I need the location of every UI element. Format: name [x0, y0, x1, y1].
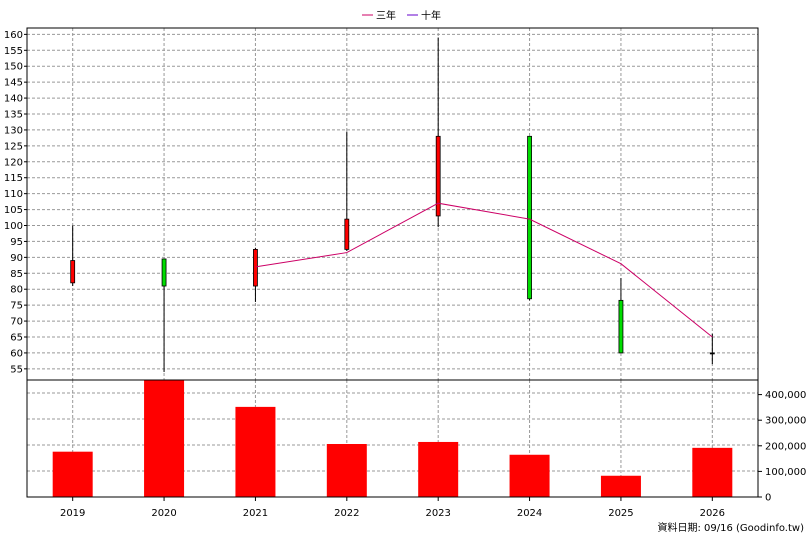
x-tick-label: 2019 — [60, 508, 85, 519]
price-tick-label: 55 — [10, 364, 23, 375]
volume-tick-label: 300,000 — [765, 416, 806, 427]
candle-body-2026 — [709, 352, 715, 355]
candle-body-2020 — [161, 258, 167, 287]
x-tick-label: 2022 — [334, 508, 359, 519]
candle-body-2023 — [435, 135, 441, 217]
candles — [70, 37, 715, 373]
volume-tick-label: 200,000 — [765, 441, 806, 452]
candle-body-2025 — [618, 299, 624, 354]
price-tick-label: 100 — [4, 221, 23, 232]
volume-tick-label: 100,000 — [765, 467, 806, 478]
x-axis: 2019 2020 2021 2022 2023 2024 2025 2026 — [60, 497, 725, 519]
x-tick-label: 2021 — [243, 508, 268, 519]
price-tick-label: 110 — [4, 189, 23, 200]
price-tick-label: 125 — [4, 141, 23, 152]
x-tick-label: 2025 — [608, 508, 633, 519]
price-tick-label: 70 — [10, 317, 23, 328]
price-tick-label: 95 — [10, 237, 23, 248]
volume-bar-2026 — [692, 447, 733, 497]
legend-label-十年: 十年 — [421, 9, 441, 22]
price-tick-label: 150 — [4, 62, 23, 73]
volume-panel: 0 100,000 200,000 300,000 400,000 — [26, 379, 806, 504]
volume-tick-label: 400,000 — [765, 390, 806, 401]
price-panel-frame — [26, 27, 759, 381]
volume-panel-frame — [26, 379, 759, 498]
x-tick-label: 2020 — [151, 508, 176, 519]
candle-body-2021 — [253, 248, 258, 287]
price-tick-label: 105 — [4, 205, 23, 216]
price-tick-label: 130 — [4, 125, 23, 136]
price-tick-label: 80 — [10, 285, 23, 296]
ma-line-三年 — [255, 202, 713, 338]
price-y-axis: 55 60 65 70 75 80 85 90 95 100 105 110 115 120 125 130 1… — [4, 30, 27, 375]
volume-grid — [27, 380, 758, 497]
legend-label-三年: 三年 — [376, 9, 396, 22]
candle-body-2022 — [344, 218, 350, 250]
volume-bars — [52, 379, 733, 497]
volume-bar-2024 — [509, 454, 550, 497]
price-tick-label: 75 — [10, 301, 23, 312]
volume-tick-label: 0 — [765, 493, 771, 504]
candle-body-2019 — [70, 260, 76, 284]
price-tick-label: 145 — [4, 78, 23, 89]
legend: 三年 十年 — [362, 9, 441, 22]
x-tick-label: 2023 — [425, 508, 450, 519]
volume-bar-2025 — [600, 475, 641, 497]
volume-bar-2021 — [235, 406, 276, 497]
source-footer: 資料日期: 09/16 (Goodinfo.tw) — [657, 521, 804, 534]
price-tick-label: 135 — [4, 110, 23, 121]
price-tick-label: 160 — [4, 30, 23, 41]
price-grid — [27, 28, 758, 380]
candle-body-2024 — [527, 135, 532, 300]
volume-bar-2023 — [418, 441, 459, 497]
x-tick-label: 2026 — [700, 508, 725, 519]
price-panel: 55 60 65 70 75 80 85 90 95 100 105 110 115 120 125 130 1… — [4, 27, 759, 381]
price-tick-label: 65 — [10, 332, 23, 343]
price-tick-label: 115 — [4, 173, 23, 184]
volume-bar-2020 — [144, 379, 185, 497]
moving-average-lines — [255, 202, 713, 338]
price-tick-label: 120 — [4, 157, 23, 168]
price-tick-label: 90 — [10, 253, 23, 264]
volume-bar-2022 — [326, 444, 367, 497]
price-tick-label: 85 — [10, 269, 23, 280]
price-tick-label: 155 — [4, 46, 23, 57]
price-tick-label: 60 — [10, 348, 23, 359]
volume-bar-2019 — [52, 451, 93, 497]
x-tick-label: 2024 — [517, 508, 542, 519]
volume-y-axis: 0 100,000 200,000 300,000 400,000 — [758, 390, 806, 504]
price-tick-label: 140 — [4, 94, 23, 105]
